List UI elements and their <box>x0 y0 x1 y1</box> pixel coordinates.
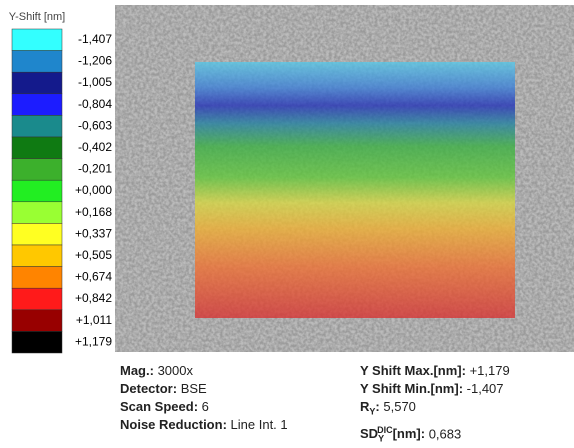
info-label-text: Y Shift Min.[nm]: <box>360 381 464 396</box>
info-value: 6 <box>201 399 209 414</box>
info-label-sub: Y <box>369 406 376 417</box>
info-label-sup: DIC <box>377 424 393 435</box>
legend-swatch <box>11 201 63 224</box>
legend-label: +1,011 <box>76 313 112 327</box>
legend-label: -0,804 <box>78 97 112 111</box>
info-label-text: Noise Reduction: <box>120 417 227 432</box>
shift-overlay <box>195 62 515 318</box>
info-label: SDYDIC[nm]: <box>360 424 426 444</box>
legend-label: -0,201 <box>78 162 112 176</box>
info-row: RY: 5,570 <box>360 398 510 421</box>
info-row: Noise Reduction: Line Int. 1 <box>120 416 288 434</box>
legend-swatch <box>11 266 63 289</box>
legend-label: +0,674 <box>75 270 112 284</box>
info-label-text: R <box>360 399 370 414</box>
info-row: SDYDIC[nm]: 0,683 <box>360 421 510 448</box>
info-label-text: Detector: <box>120 381 178 396</box>
info-value: 5,570 <box>383 399 416 414</box>
info-label: Scan Speed: <box>120 399 198 414</box>
info-value: Line Int. 1 <box>230 417 288 432</box>
legend-swatch <box>11 244 63 267</box>
legend-swatch <box>11 223 63 246</box>
legend-label: +0,168 <box>75 205 112 219</box>
info-value: BSE <box>180 381 207 396</box>
info-row: Scan Speed: 6 <box>120 398 288 416</box>
legend-title: Y-Shift [nm] <box>9 11 65 23</box>
info-row: Y Shift Max.[nm]: +1,179 <box>360 362 510 380</box>
legend-label: -0,603 <box>78 118 112 132</box>
info-label-sub: Y <box>378 433 385 444</box>
legend-swatch <box>11 93 63 116</box>
info-row: Mag.: 3000x <box>120 362 288 380</box>
legend-label: +0,337 <box>75 226 112 240</box>
legend-swatch <box>11 50 63 73</box>
info-label-rest: [nm]: <box>392 425 426 441</box>
info-label: Y Shift Max.[nm]: <box>360 363 466 378</box>
info-value: 3000x <box>157 363 193 378</box>
sem-image <box>115 5 574 352</box>
legend-label: +0,842 <box>75 291 112 305</box>
legend-label: +1,179 <box>75 334 112 348</box>
info-label-text: SD <box>360 425 379 441</box>
legend-swatch <box>11 309 63 332</box>
legend-swatch <box>11 158 63 181</box>
info-label: Mag.: <box>120 363 154 378</box>
info-label: Y Shift Min.[nm]: <box>360 381 463 396</box>
info-label-text: Scan Speed: <box>120 399 199 414</box>
info-left: Mag.: 3000x Detector: BSE Scan Speed: 6 Noi… <box>120 362 288 434</box>
legend-label: -1,005 <box>78 75 112 89</box>
legend-swatch <box>11 136 63 159</box>
info-value: 0,683 <box>428 425 462 441</box>
info-value: -1,407 <box>466 381 504 396</box>
info-label: Detector: <box>120 381 177 396</box>
info-right: Y Shift Max.[nm]: +1,179 Y Shift Min.[nm]… <box>360 362 510 448</box>
legend-label: -0,402 <box>78 140 112 154</box>
legend-swatch <box>11 179 63 203</box>
info-label-text: Y Shift Max.[nm]: <box>360 363 466 378</box>
legend-swatch <box>11 331 63 354</box>
legend-swatch <box>11 28 63 51</box>
color-legend: Y-Shift [nm] -1,407 -1,206 -1,005 -0,804 -0,… <box>9 11 112 354</box>
info-label-text: Mag.: <box>120 363 154 378</box>
legend-label: +0,000 <box>75 183 112 197</box>
legend-label: -1,407 <box>78 32 112 46</box>
legend-swatch <box>11 71 63 95</box>
legend-label: +0,505 <box>75 248 112 262</box>
info-row: Y Shift Min.[nm]: -1,407 <box>360 380 510 398</box>
info-label: RY: <box>360 399 380 417</box>
legend-swatch <box>11 115 63 138</box>
info-label-rest: : <box>375 399 380 414</box>
legend-label: -1,206 <box>78 54 112 68</box>
legend-swatch <box>11 287 63 311</box>
info-value: +1,179 <box>469 363 510 378</box>
info-label: Noise Reduction: <box>120 417 227 432</box>
info-row: Detector: BSE <box>120 380 288 398</box>
